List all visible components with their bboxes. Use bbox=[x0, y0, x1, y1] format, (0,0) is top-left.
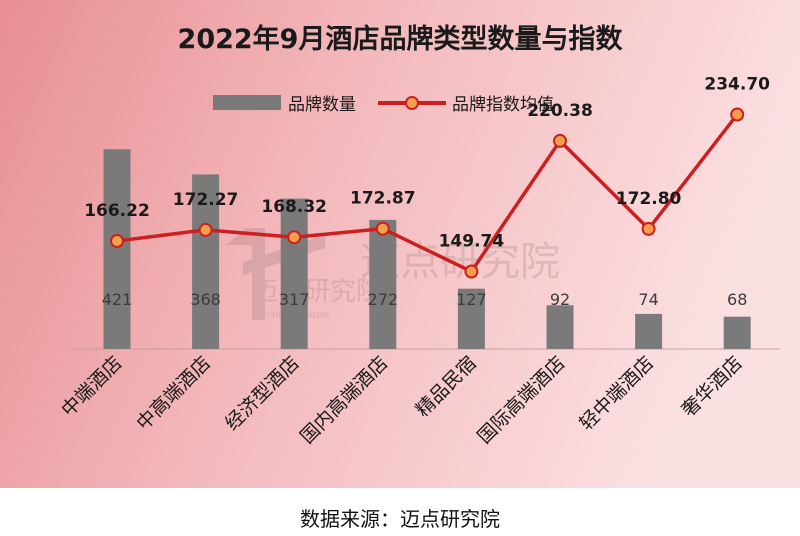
line-data-label: 168.32 bbox=[261, 197, 327, 217]
line-data-label: 234.70 bbox=[704, 75, 770, 95]
bars-group: 421 368 317 272 127 92 74 68 bbox=[102, 149, 751, 349]
legend: 品牌数量 品牌指数均值 bbox=[213, 95, 554, 115]
line-point bbox=[553, 133, 567, 148]
bar-data-label: 92 bbox=[550, 290, 570, 309]
line-point bbox=[730, 107, 745, 122]
bar-data-label: 421 bbox=[102, 290, 133, 309]
bar-data-label: 74 bbox=[638, 290, 658, 309]
bar bbox=[635, 313, 663, 349]
bar-data-label: 68 bbox=[727, 290, 747, 309]
bar bbox=[723, 316, 751, 349]
bar-data-label: 127 bbox=[456, 290, 487, 309]
bar bbox=[369, 219, 397, 349]
line-point bbox=[375, 221, 390, 236]
legend-bar-swatch bbox=[213, 95, 281, 110]
legend-line-marker bbox=[405, 96, 419, 110]
line-data-label: 149.74 bbox=[439, 232, 505, 252]
bar bbox=[457, 288, 485, 349]
line-group: 166.22 172.27 168.32 172.87 149.74 220.38 172.… bbox=[84, 75, 770, 279]
bar-data-label: 368 bbox=[190, 290, 221, 309]
bar-data-label: 272 bbox=[368, 290, 399, 309]
line-point bbox=[287, 230, 302, 245]
bar-data-label: 317 bbox=[279, 290, 310, 309]
line-point bbox=[110, 234, 124, 248]
line-data-label: 172.27 bbox=[173, 190, 239, 210]
footer-background bbox=[0, 488, 800, 536]
line-series bbox=[116, 113, 739, 274]
line-point bbox=[198, 222, 213, 237]
bar bbox=[280, 198, 308, 349]
bar bbox=[103, 149, 131, 349]
watermark-text: 迈点研究院 bbox=[252, 277, 382, 307]
line-data-label: 172.80 bbox=[616, 189, 682, 209]
chart-title: 2022年9月酒店品牌类型数量与指数 bbox=[178, 23, 624, 55]
bar bbox=[192, 174, 220, 349]
bar bbox=[546, 305, 574, 349]
line-data-label: 166.22 bbox=[84, 201, 150, 221]
legend-line-label: 品牌指数均值 bbox=[452, 95, 554, 115]
legend-bar-label: 品牌数量 bbox=[288, 95, 356, 115]
chart-background bbox=[0, 0, 800, 488]
line-data-label: 220.38 bbox=[527, 101, 593, 121]
source-note: 数据来源：迈点研究院 bbox=[300, 507, 500, 531]
line-point bbox=[641, 221, 656, 236]
line-data-label: 172.87 bbox=[350, 189, 416, 209]
line-point bbox=[464, 264, 479, 279]
